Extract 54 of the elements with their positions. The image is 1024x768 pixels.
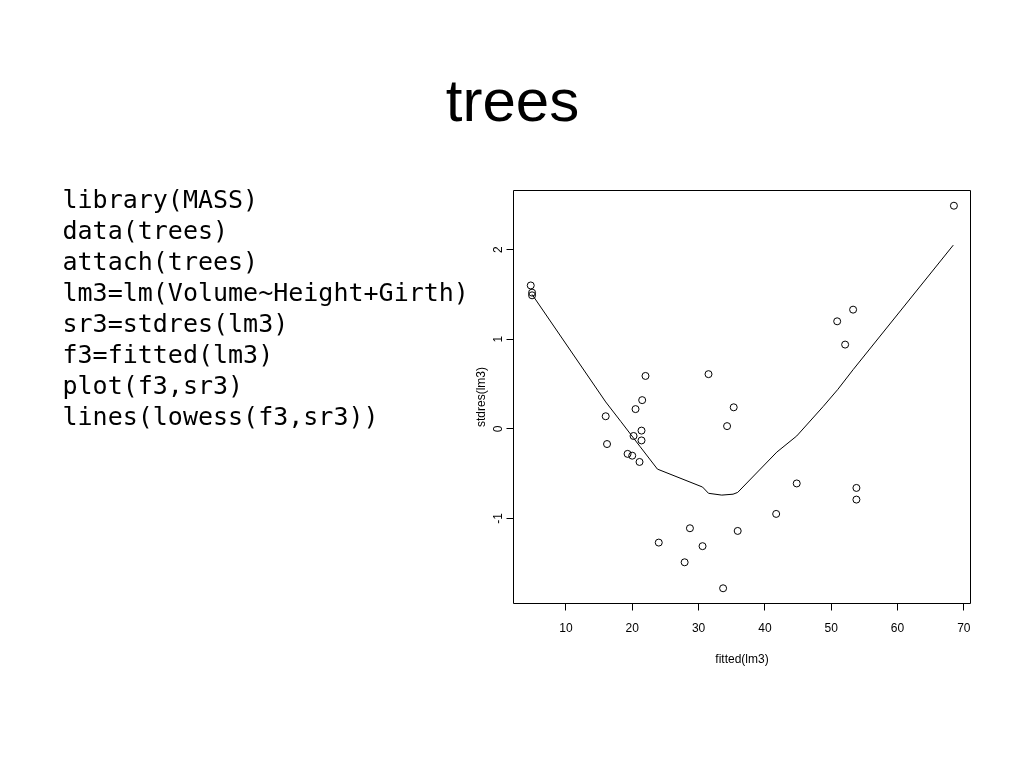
x-tick-label: 50 (824, 620, 839, 635)
text: lm3=lm(Volume~Height+Girth) (62, 278, 469, 307)
point (637, 436, 646, 445)
text: lines(lowess(f3,sr3)) (62, 402, 379, 431)
text: library(MASS) (62, 185, 259, 214)
point (680, 558, 689, 567)
point (704, 370, 713, 379)
point (629, 431, 638, 440)
point (623, 449, 632, 458)
point (849, 305, 858, 314)
text: plot(f3,sr3) (62, 371, 244, 400)
point (528, 291, 537, 300)
point (641, 371, 650, 380)
point (729, 403, 738, 412)
y-tick-label: 1 (491, 335, 506, 343)
point (733, 526, 742, 535)
point (628, 451, 637, 460)
x-tick-label: 60 (890, 620, 905, 635)
point (528, 288, 537, 297)
point (698, 542, 707, 551)
point (719, 584, 728, 593)
point (631, 405, 640, 414)
point (637, 426, 646, 435)
point (833, 317, 842, 326)
point (723, 422, 732, 431)
point (852, 495, 861, 504)
chart-title: trees (445, 67, 580, 134)
point (638, 396, 647, 405)
point (949, 201, 958, 210)
x-axis-title: fitted(lm3) (715, 651, 769, 666)
point (635, 457, 644, 466)
x-tick-label: 40 (758, 620, 772, 635)
text: f3=fitted(lm3) (62, 340, 274, 369)
point (852, 483, 861, 492)
point (526, 281, 535, 290)
point (601, 412, 610, 421)
line-series (531, 244, 954, 496)
y-tick-label: 2 (491, 245, 506, 253)
point (603, 440, 612, 449)
text: sr3=stdres(lm3) (62, 309, 289, 338)
text: data(trees) (62, 216, 229, 245)
point (772, 509, 781, 518)
point (792, 479, 801, 488)
point (654, 538, 663, 547)
point (841, 340, 850, 349)
text: attach(trees) (62, 247, 259, 276)
x-tick-label: 10 (559, 620, 573, 635)
x-tick-label: 70 (957, 620, 971, 635)
x-tick-label: 20 (625, 620, 640, 635)
y-tick-label: 0 (491, 425, 506, 433)
y-axis-title: stdres(lm3) (473, 366, 488, 427)
point (685, 524, 694, 533)
x-tick-label: 30 (691, 620, 706, 635)
y-tick-label: -1 (491, 512, 506, 524)
